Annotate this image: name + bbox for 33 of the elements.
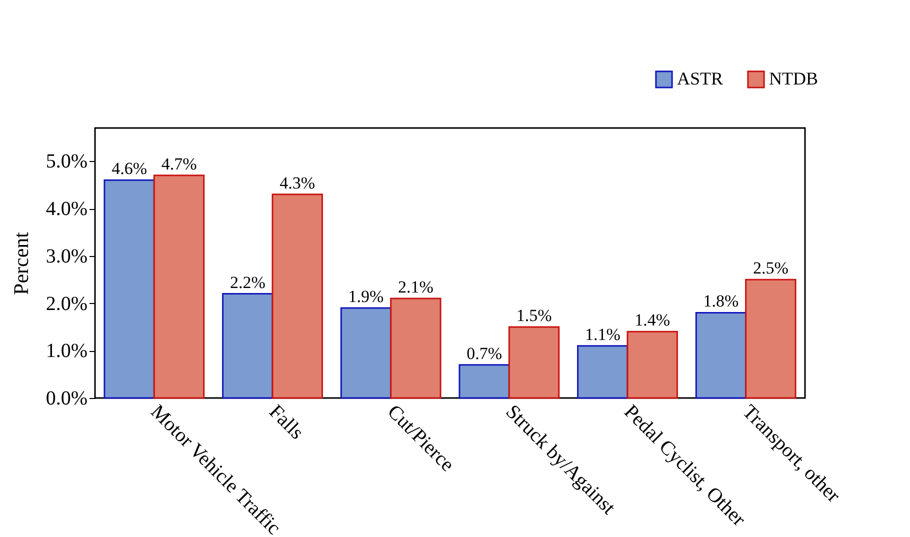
bar: [458, 364, 510, 399]
data-label: 4.6%: [112, 159, 148, 178]
legend-label: ASTR: [677, 68, 724, 88]
bar: [695, 312, 747, 399]
y-axis-title: Percent: [8, 232, 33, 295]
bar: [340, 307, 392, 399]
data-label: 2.5%: [752, 258, 788, 278]
bar: [745, 278, 796, 399]
data-label: 1.9%: [348, 287, 384, 306]
bar: [390, 298, 442, 399]
bar: [222, 293, 274, 399]
y-tick-label: 4.0%: [46, 198, 88, 220]
bar: [626, 330, 678, 399]
bar: [508, 326, 560, 399]
data-label: 1.4%: [634, 310, 670, 330]
bar: [577, 345, 628, 399]
data-label: 4.7%: [161, 154, 197, 174]
data-label: 1.8%: [703, 292, 739, 311]
data-label: 4.3%: [280, 173, 316, 192]
y-tick-label: 0.0%: [46, 388, 88, 410]
legend-label: NTDB: [769, 68, 818, 88]
data-label: 1.5%: [516, 306, 552, 325]
bar: [153, 174, 205, 399]
y-tick-label: 1.0%: [46, 340, 88, 362]
y-tick-label: 2.0%: [46, 292, 88, 315]
data-label: 2.2%: [230, 272, 266, 292]
data-label: 0.7%: [466, 344, 502, 363]
data-label: 2.1%: [398, 278, 434, 297]
data-label: 1.1%: [584, 324, 620, 344]
y-tick-label: 3.0%: [46, 245, 88, 268]
bar: [104, 179, 155, 399]
bar: [272, 194, 323, 399]
y-tick-label: 5.0%: [46, 150, 88, 173]
